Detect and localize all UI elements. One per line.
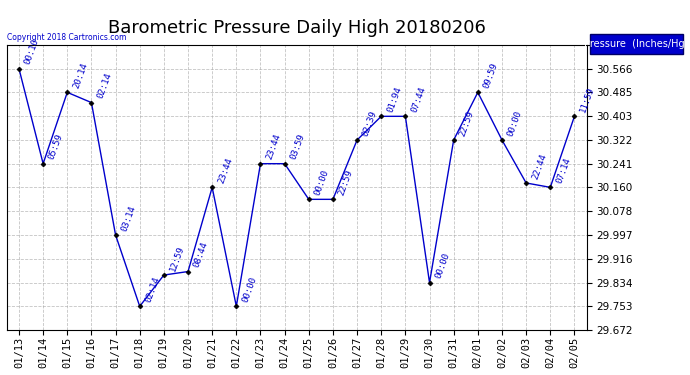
- Text: 12:59: 12:59: [168, 244, 186, 272]
- Text: 22:59: 22:59: [458, 109, 475, 137]
- Text: 11:59: 11:59: [579, 85, 596, 114]
- Text: 07:44: 07:44: [410, 85, 427, 114]
- Text: 23:44: 23:44: [217, 156, 234, 184]
- Text: 03:59: 03:59: [289, 133, 306, 161]
- Text: 00:10: 00:10: [23, 38, 41, 66]
- Text: 07:14: 07:14: [555, 156, 572, 184]
- Text: 05:59: 05:59: [48, 133, 65, 161]
- Text: 03:14: 03:14: [120, 204, 137, 232]
- Text: 20:14: 20:14: [72, 61, 89, 90]
- Text: 23:44: 23:44: [265, 133, 282, 161]
- Text: 00:00: 00:00: [313, 168, 331, 196]
- Text: 22:59: 22:59: [337, 168, 355, 196]
- Text: Copyright 2018 Cartronics.com: Copyright 2018 Cartronics.com: [7, 33, 126, 42]
- Text: 08:44: 08:44: [193, 240, 210, 269]
- Text: 00:00: 00:00: [241, 275, 258, 303]
- Text: 09:59: 09:59: [482, 61, 500, 90]
- Text: 02:39: 02:39: [362, 109, 379, 137]
- Text: 00:00: 00:00: [506, 109, 524, 137]
- Text: 02:14: 02:14: [96, 72, 113, 100]
- Text: 22:44: 22:44: [531, 152, 548, 180]
- Text: Barometric Pressure Daily High 20180206: Barometric Pressure Daily High 20180206: [108, 19, 486, 37]
- Text: 02:14: 02:14: [144, 275, 161, 303]
- Text: Pressure  (Inches/Hg): Pressure (Inches/Hg): [584, 39, 689, 49]
- Text: 01:94: 01:94: [386, 85, 403, 114]
- Text: 00:00: 00:00: [434, 252, 451, 280]
